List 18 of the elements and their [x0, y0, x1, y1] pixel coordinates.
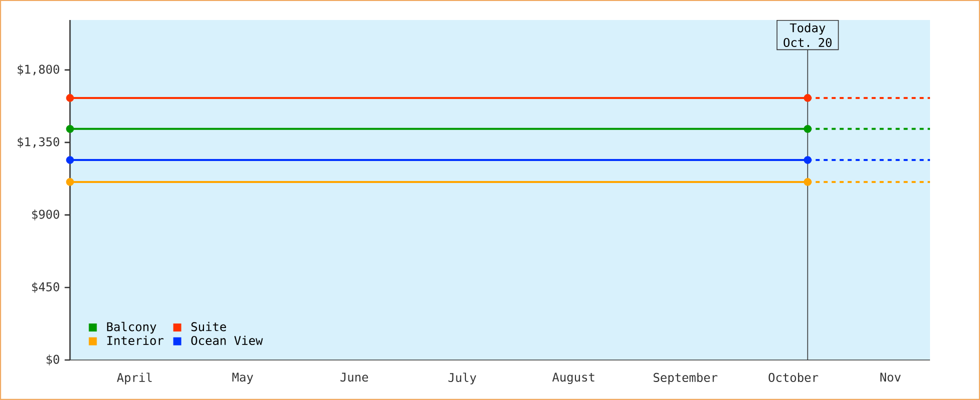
- x-tick-label: April: [116, 372, 152, 384]
- x-tick-label: Nov: [880, 372, 901, 382]
- legend-label: Balcony: [107, 322, 156, 334]
- x-tick-label: October: [768, 372, 818, 382]
- y-tick-label: $1,350: [18, 137, 60, 148]
- y-tick-label: $450: [32, 282, 60, 293]
- legend-label: Suite: [191, 322, 226, 332]
- y-tick-label: $0: [46, 354, 60, 366]
- y-tick-label: $1,800: [18, 64, 60, 76]
- x-tick-label: June: [340, 372, 368, 382]
- x-tick-label: August: [552, 372, 594, 384]
- x-tick-label: July: [448, 372, 476, 384]
- ref-line-label: Today Oct. 20: [784, 23, 832, 48]
- x-tick-label: May: [232, 372, 254, 384]
- y-tick-label: $900: [32, 210, 60, 220]
- legend-label: Ocean View: [191, 336, 263, 346]
- x-tick-label: September: [654, 372, 718, 384]
- legend-label: Interior: [107, 336, 164, 346]
